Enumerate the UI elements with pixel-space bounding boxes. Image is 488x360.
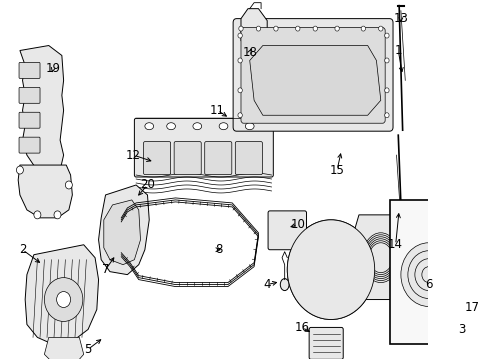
Polygon shape	[454, 210, 488, 300]
Polygon shape	[25, 245, 99, 345]
Text: 4: 4	[263, 278, 270, 291]
Text: 1: 1	[394, 44, 401, 57]
Ellipse shape	[238, 58, 242, 63]
Text: 10: 10	[290, 218, 305, 231]
Text: 7: 7	[102, 263, 109, 276]
Polygon shape	[20, 45, 63, 175]
Ellipse shape	[280, 279, 288, 291]
Ellipse shape	[166, 123, 175, 130]
Ellipse shape	[273, 26, 278, 31]
Text: 6: 6	[424, 278, 432, 291]
Polygon shape	[351, 215, 410, 300]
FancyBboxPatch shape	[204, 141, 231, 175]
Ellipse shape	[384, 58, 388, 63]
Text: 14: 14	[387, 238, 402, 251]
Ellipse shape	[193, 123, 201, 130]
Circle shape	[400, 243, 456, 306]
Circle shape	[44, 278, 82, 321]
Text: 9: 9	[487, 288, 488, 301]
Polygon shape	[44, 337, 83, 360]
Text: 20: 20	[140, 179, 155, 192]
Polygon shape	[99, 185, 149, 275]
Ellipse shape	[384, 113, 388, 118]
Ellipse shape	[238, 88, 242, 93]
FancyBboxPatch shape	[19, 87, 40, 103]
FancyBboxPatch shape	[19, 112, 40, 128]
Text: 8: 8	[215, 243, 223, 256]
Ellipse shape	[238, 26, 243, 31]
Text: 5: 5	[84, 343, 92, 356]
Ellipse shape	[245, 123, 254, 130]
Text: 11: 11	[209, 104, 224, 117]
FancyBboxPatch shape	[19, 137, 40, 153]
Ellipse shape	[384, 33, 388, 38]
Text: 15: 15	[329, 163, 344, 176]
Polygon shape	[103, 200, 140, 265]
Ellipse shape	[17, 166, 23, 174]
Bar	[389, 200, 488, 345]
Circle shape	[57, 292, 70, 307]
Ellipse shape	[378, 26, 382, 31]
FancyBboxPatch shape	[233, 19, 392, 131]
Text: 17: 17	[464, 301, 479, 314]
Ellipse shape	[238, 113, 242, 118]
Text: 12: 12	[126, 149, 141, 162]
Ellipse shape	[54, 211, 61, 219]
Ellipse shape	[34, 211, 41, 219]
FancyBboxPatch shape	[308, 328, 343, 359]
Ellipse shape	[219, 123, 227, 130]
Text: 16: 16	[294, 321, 309, 334]
Ellipse shape	[238, 33, 242, 38]
Circle shape	[287, 220, 374, 319]
FancyBboxPatch shape	[134, 118, 273, 177]
Ellipse shape	[256, 26, 260, 31]
Ellipse shape	[384, 88, 388, 93]
FancyBboxPatch shape	[174, 141, 201, 175]
Text: 13: 13	[393, 12, 407, 25]
FancyBboxPatch shape	[241, 28, 385, 123]
Ellipse shape	[334, 26, 339, 31]
FancyBboxPatch shape	[19, 62, 40, 78]
FancyBboxPatch shape	[235, 141, 262, 175]
Circle shape	[287, 220, 374, 319]
Polygon shape	[18, 165, 72, 218]
Polygon shape	[424, 210, 426, 282]
Text: 19: 19	[45, 62, 61, 75]
Text: 18: 18	[242, 46, 257, 59]
Ellipse shape	[65, 181, 72, 189]
FancyBboxPatch shape	[267, 211, 306, 250]
FancyBboxPatch shape	[143, 141, 170, 175]
Ellipse shape	[144, 123, 153, 130]
Polygon shape	[249, 45, 380, 115]
Ellipse shape	[312, 26, 317, 31]
Polygon shape	[241, 9, 266, 50]
Ellipse shape	[361, 26, 365, 31]
Text: 3: 3	[457, 323, 465, 336]
Text: 2: 2	[19, 243, 26, 256]
Ellipse shape	[295, 26, 299, 31]
